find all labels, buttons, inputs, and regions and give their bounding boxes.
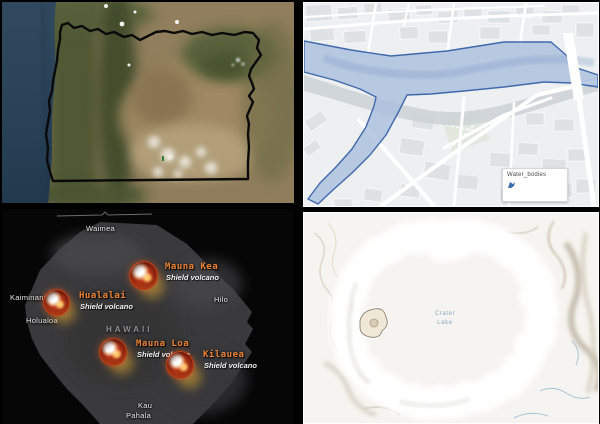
volcano-name-mauna-kea: Mauna Kea	[165, 262, 219, 272]
terrain-contours	[313, 220, 598, 417]
place-label-waimea: Waimea	[86, 224, 116, 233]
crater-lake-canvas: Crater Lake	[304, 213, 598, 423]
oregon-satellite-canvas	[2, 2, 294, 203]
volcano-type-kilauea: Shield volcano	[204, 361, 257, 370]
mountain-snow	[231, 58, 245, 67]
volcano-marker-kilauea[interactable]	[166, 351, 194, 379]
volcano-type-hualalai: Shield volcano	[80, 302, 133, 311]
river-band	[304, 75, 598, 126]
wizard-island	[358, 307, 389, 339]
volcano-marker-mauna-loa[interactable]	[99, 338, 127, 366]
volcano-type-mauna-loa: Shield volcano	[137, 350, 190, 359]
volcano-marker-hualalai[interactable]	[43, 289, 70, 316]
oregon-state-outline	[44, 21, 263, 183]
caldera	[345, 234, 543, 406]
volcano-name-hualalai: Hualalai	[79, 291, 127, 301]
volcano-name-kilauea: Kilauea	[203, 350, 245, 360]
panel-hawaii-volcanoes-map[interactable]: Waimea Kaiminani Holualoa Hilo HAWAII Ka…	[2, 209, 294, 424]
water-bodies-symbol-icon	[508, 182, 515, 188]
volcano-name-mauna-loa: Mauna Loa	[136, 339, 190, 349]
place-label-pahala: Pahala	[126, 411, 152, 420]
place-label-hilo: Hilo	[214, 295, 229, 304]
layer-legend[interactable]: Water_bodies	[502, 168, 568, 202]
bridge	[563, 33, 597, 206]
lake-label-line1: Crater	[435, 311, 455, 317]
volcano-type-mauna-kea: Shield volcano	[166, 273, 219, 282]
water-bodies-selection[interactable]	[304, 40, 598, 205]
panel-crater-lake-map[interactable]: Crater Lake	[303, 212, 599, 424]
place-label-holualoa: Holualoa	[26, 316, 59, 325]
panel-city-water-bodies-map[interactable]: Water_bodies	[303, 2, 599, 207]
place-label-kaiminani: Kaiminani	[10, 293, 46, 302]
road-line	[56, 211, 153, 217]
streams	[513, 340, 591, 419]
panel-oregon-satellite-map[interactable]	[2, 2, 294, 203]
alkali-flats	[148, 136, 217, 178]
legend-layer-label: Water_bodies	[507, 172, 547, 178]
place-label-kau: Kau	[138, 401, 153, 410]
oregon-terrain	[30, 2, 294, 203]
volcano-marker-mauna-kea[interactable]	[129, 261, 158, 290]
region-label-hawaii: HAWAII	[106, 325, 153, 334]
lake-label-line2: Lake	[437, 320, 452, 326]
